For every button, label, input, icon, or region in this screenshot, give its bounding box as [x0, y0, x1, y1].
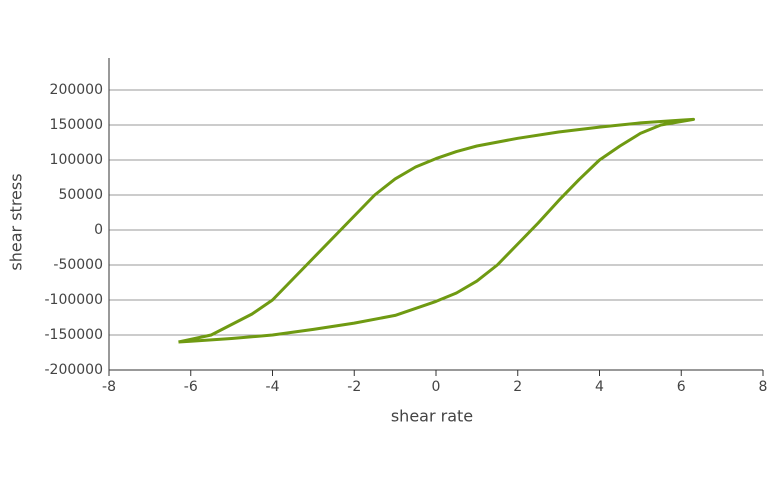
y-tick-label: 150000 [50, 117, 103, 133]
y-tick-label: -100000 [45, 292, 104, 308]
x-tick-label: 4 [595, 379, 604, 395]
y-tick-label: 200000 [50, 82, 103, 98]
y-tick-label: 0 [94, 222, 103, 238]
x-tick-label: -2 [347, 379, 361, 395]
x-axis-label: shear rate [391, 407, 473, 426]
x-tick-label: -4 [266, 379, 280, 395]
y-axis-label: shear stress [7, 173, 26, 270]
x-tick-label: 2 [513, 379, 522, 395]
y-tick-label: -200000 [45, 362, 104, 378]
x-tick-label: 0 [432, 379, 441, 395]
x-tick-label: 6 [677, 379, 686, 395]
x-tick-label: -6 [184, 379, 198, 395]
y-tick-label: 50000 [58, 187, 103, 203]
data-line [178, 117, 696, 344]
y-tick-label: 100000 [50, 152, 103, 168]
x-tick-label: -8 [102, 379, 116, 395]
x-tick-label: 8 [759, 379, 768, 395]
y-tick-label: -150000 [45, 327, 104, 343]
y-tick-label: -50000 [53, 257, 103, 273]
